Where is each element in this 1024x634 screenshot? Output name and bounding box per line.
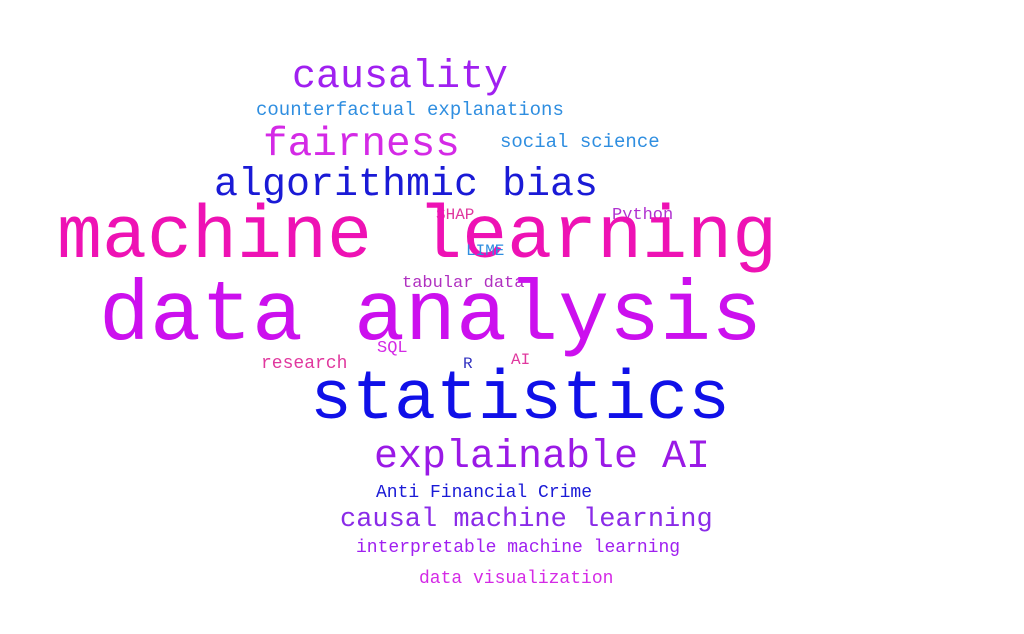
word-causal-machine-learning: causal machine learning [340,505,713,535]
word-counterfactual-explanations: counterfactual explanations [256,99,564,121]
word-research: research [261,354,348,374]
word-algorithmic-bias: algorithmic bias [214,163,599,208]
word-lime: LIME [466,242,505,260]
word-data-analysis: data analysis [99,268,763,365]
word-interpretable-machine-learning: interpretable machine learning [356,538,681,558]
word-explainable-ai: explainable AI [374,435,711,480]
word-ai: AI [511,351,531,369]
word-social-science: social science [500,131,660,153]
word-r: R [463,355,473,373]
word-statistics: statistics [310,361,731,440]
word-anti-financial-crime: Anti Financial Crime [376,483,593,503]
word-fairness: fairness [263,122,460,168]
word-machine-learning: machine learning [57,195,778,280]
word-tabular-data: tabular data [402,274,525,293]
word-python: Python [612,206,674,225]
word-causality: causality [292,55,509,100]
word-sql: SQL [377,339,408,358]
word-data-visualization: data visualization [419,569,614,589]
word-shap: SHAP [436,206,475,224]
